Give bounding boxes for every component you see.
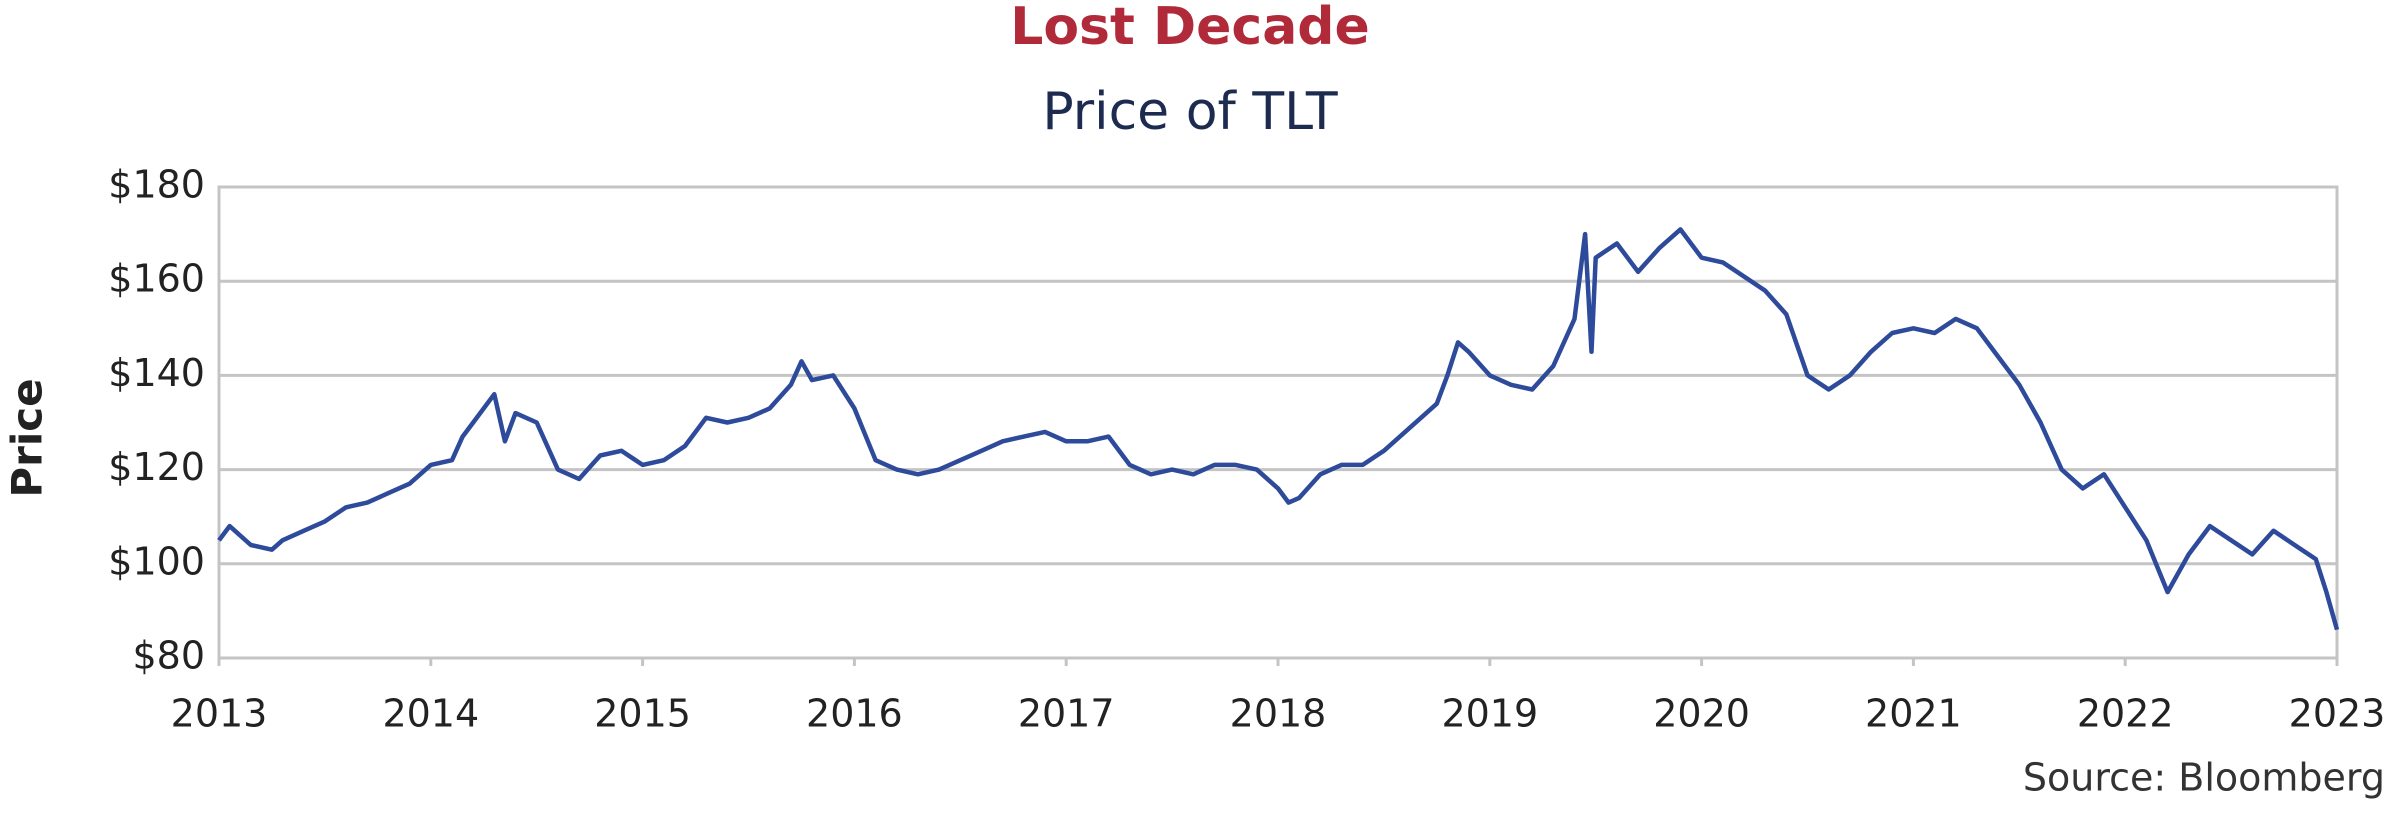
y-tick-label: $140 (108, 351, 205, 395)
x-tick-label: 2023 (2289, 692, 2386, 736)
x-tick-label: 2014 (382, 692, 479, 736)
chart-title: Lost Decade (1010, 0, 1370, 57)
x-tick-label: 2016 (806, 692, 903, 736)
y-axis-label: Price (3, 378, 52, 497)
x-tick-label: 2013 (171, 692, 268, 736)
y-tick-label: $160 (108, 257, 205, 301)
y-tick-label: $120 (108, 445, 205, 489)
x-tick-label: 2021 (1865, 692, 1962, 736)
chart-subtitle: Price of TLT (1042, 82, 1338, 142)
price-line (217, 227, 2340, 631)
x-tick-label: 2020 (1653, 692, 1750, 736)
x-tick-label: 2018 (1230, 692, 1327, 736)
x-tick-label: 2019 (1441, 692, 1538, 736)
x-tick-label: 2015 (594, 692, 691, 736)
y-tick-label: $180 (108, 163, 205, 207)
y-tick-label: $80 (132, 634, 205, 678)
x-tick-label: 2022 (2077, 692, 2174, 736)
source-note: Source: Bloomberg (2023, 756, 2385, 800)
x-tick-label: 2017 (1018, 692, 1115, 736)
y-tick-label: $100 (108, 539, 205, 583)
